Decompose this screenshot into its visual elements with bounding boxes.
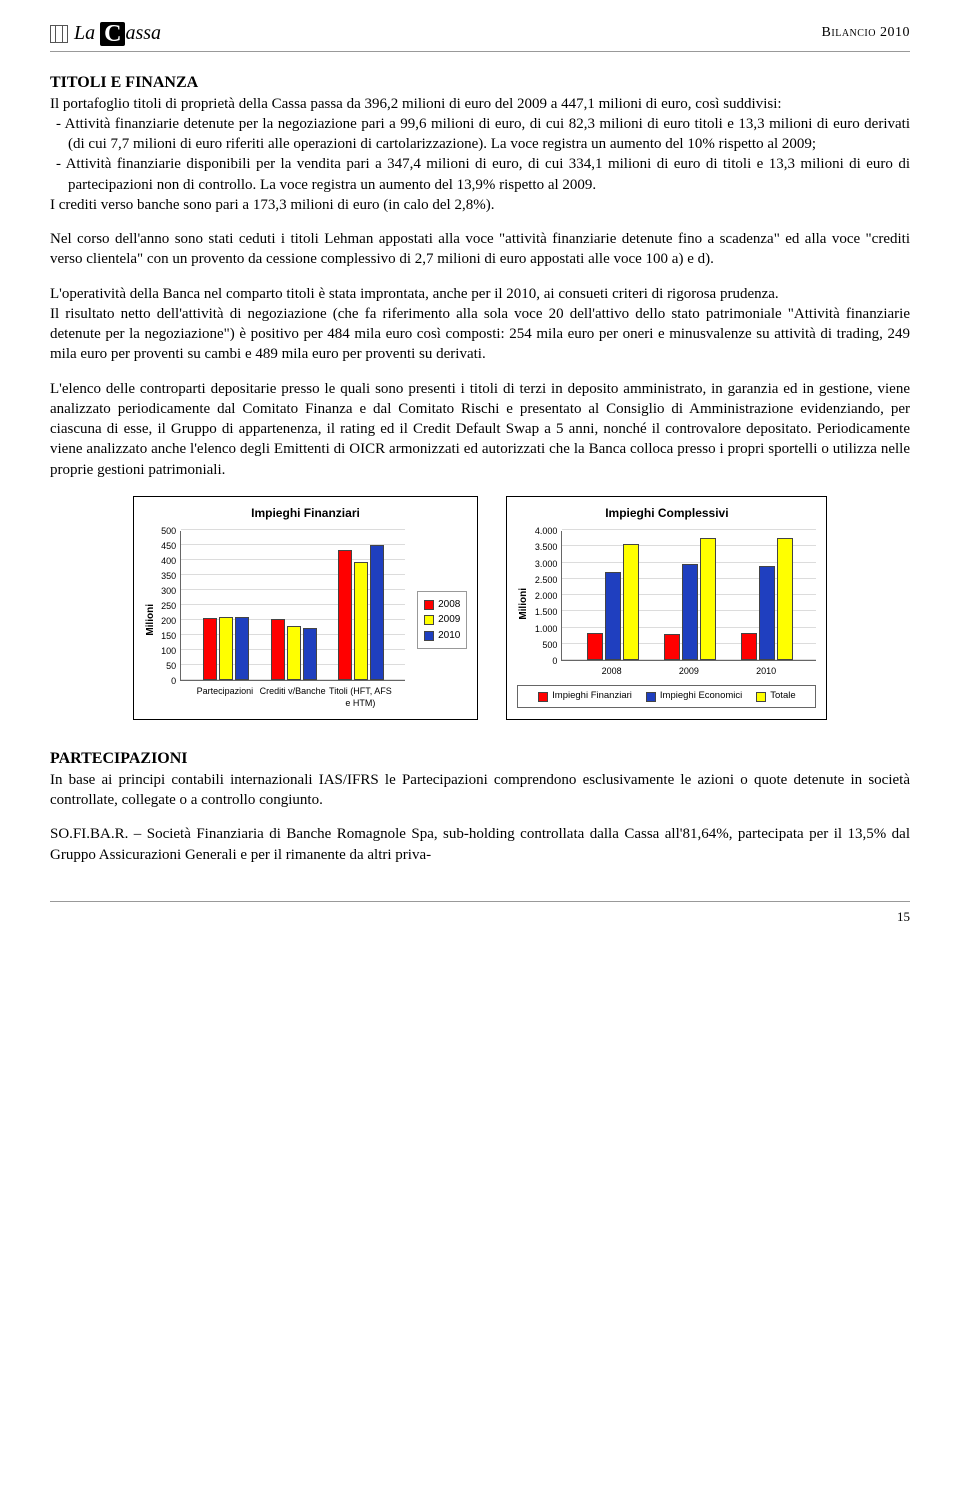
bar: [700, 538, 716, 660]
bar: [338, 550, 352, 681]
bar: [623, 544, 639, 660]
bar: [235, 617, 249, 680]
paragraph-risultato: Il risultato netto dell'attività di nego…: [50, 304, 910, 365]
paragraph-operativita: L'operatività della Banca nel comparto t…: [50, 284, 910, 304]
page-header: La Cassa Bilancio 2010: [50, 20, 910, 52]
bar-group: [271, 619, 317, 681]
legend-label: 2008: [438, 598, 460, 612]
legend-swatch: [424, 615, 434, 625]
legend-label: 2009: [438, 613, 460, 627]
charts-row: Impieghi Finanziari Milioni 050100150200…: [50, 496, 910, 720]
paragraph-lehman: Nel corso dell'anno sono stati ceduti i …: [50, 229, 910, 270]
chart1-legend: 20082009 2010: [417, 591, 467, 650]
paragraph-sofibar: SO.FI.BA.R. – Società Finanziaria di Ban…: [50, 824, 910, 865]
bar-group: [663, 538, 717, 660]
chart1-yticks: 050100150200250300350400450500: [161, 531, 180, 681]
bar: [219, 617, 233, 680]
chart2-yticks: 05001.0001.5002.0002.5003.0003.5004.000: [535, 531, 562, 661]
section-title-titoli: TITOLI E FINANZA: [50, 72, 910, 94]
legend-swatch: [424, 631, 434, 641]
xtick-label: 2009: [650, 665, 727, 677]
bar: [664, 634, 680, 660]
chart1-xlabels: PartecipazioniCrediti v/BancheTitoli (HF…: [180, 685, 405, 709]
legend-swatch: [538, 692, 548, 702]
paragraph-partecipazioni: In base ai principi contabili internazio…: [50, 770, 910, 811]
paragraph-controparti: L'elenco delle controparti depositarie p…: [50, 379, 910, 480]
paragraph-crediti: I crediti verso banche sono pari a 173,3…: [50, 195, 910, 215]
bar: [287, 626, 301, 680]
section-title-partecipazioni: PARTECIPAZIONI: [50, 748, 910, 770]
xtick-label: 2010: [728, 665, 805, 677]
chart-impieghi-complessivi: Impieghi Complessivi Milioni 05001.0001.…: [506, 496, 827, 720]
chart1-plotarea: [180, 531, 405, 681]
legend-item: 2009: [424, 613, 460, 627]
legend-swatch: [756, 692, 766, 702]
xtick-label: Titoli (HFT, AFS e HTM): [327, 685, 395, 709]
legend-swatch: [424, 600, 434, 610]
chart2-title: Impieghi Complessivi: [517, 505, 816, 521]
xtick-label: 2008: [573, 665, 650, 677]
bar-group: [338, 545, 384, 680]
chart2-plotarea: [561, 531, 816, 661]
bar: [759, 566, 775, 660]
legend-item: Impieghi Finanziari: [538, 690, 632, 703]
legend-item: Impieghi Economici: [646, 690, 742, 703]
brand-logo: La Cassa: [50, 20, 161, 47]
chart1-title: Impieghi Finanziari: [144, 505, 468, 521]
brand-pre: La: [74, 22, 100, 44]
bar: [203, 618, 217, 680]
legend-item: 2010: [424, 629, 460, 643]
legend-label: Totale: [770, 690, 795, 703]
brand-post: assa: [125, 22, 161, 44]
bar: [587, 633, 603, 660]
legend-item: 2008: [424, 598, 460, 612]
bar: [303, 628, 317, 681]
logo-icon: [50, 25, 68, 43]
xtick-label: Partecipazioni: [191, 685, 259, 709]
bullet-2: - Attività finanziarie disponibili per l…: [50, 154, 910, 195]
chart2-legend: Impieghi Finanziari Impieghi Economici Tot…: [517, 685, 816, 708]
bar: [741, 633, 757, 660]
paragraph-intro: Il portafoglio titoli di proprietà della…: [50, 94, 910, 114]
bullet-1: - Attività finanziarie detenute per la n…: [50, 114, 910, 155]
bar: [271, 619, 285, 681]
bar: [370, 545, 384, 680]
xtick-label: Crediti v/Banche: [259, 685, 327, 709]
footer-separator: [50, 901, 910, 902]
legend-swatch: [646, 692, 656, 702]
brand-c-glyph: C: [100, 22, 125, 46]
legend-label: Impieghi Finanziari: [552, 690, 632, 703]
bar: [354, 562, 368, 681]
document-reference: Bilancio 2010: [822, 24, 910, 43]
legend-item: Totale: [756, 690, 795, 703]
bar: [777, 538, 793, 660]
bar-group: [586, 544, 640, 660]
bar-group: [203, 617, 249, 680]
legend-label: 2010: [438, 629, 460, 643]
legend-label: Impieghi Economici: [660, 690, 742, 703]
chart2-ylabel: Milioni: [517, 588, 531, 620]
chart-impieghi-finanziari: Impieghi Finanziari Milioni 050100150200…: [133, 496, 479, 720]
page-number: 15: [50, 908, 910, 926]
chart1-ylabel: Milioni: [144, 604, 158, 636]
bar: [682, 564, 698, 660]
brand-text: La Cassa: [74, 20, 161, 47]
bar: [605, 572, 621, 660]
bar-group: [740, 538, 794, 660]
chart2-xlabels: 200820092010: [561, 665, 816, 677]
